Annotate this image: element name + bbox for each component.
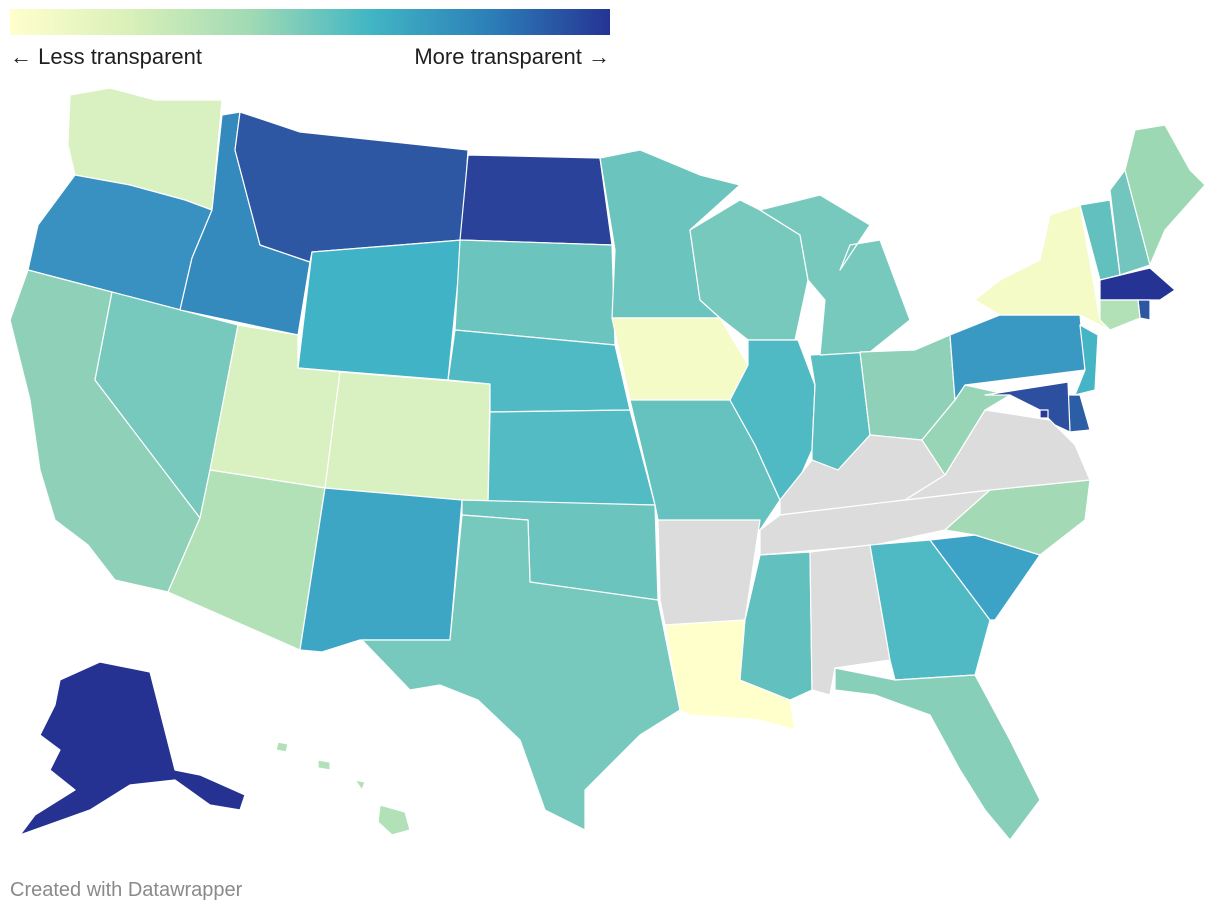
state-AR[interactable] <box>657 519 761 626</box>
state-DC[interactable] <box>1039 409 1049 419</box>
legend-gradient-bar <box>10 9 610 35</box>
state-ME[interactable] <box>1124 124 1206 266</box>
state-CO[interactable] <box>324 371 491 506</box>
state-DE[interactable] <box>1067 394 1091 433</box>
state-WI[interactable] <box>689 199 809 341</box>
state-MA[interactable] <box>1099 267 1176 301</box>
color-legend: ← Less transparent More transparent → <box>10 9 610 70</box>
state-CT[interactable] <box>1099 299 1141 331</box>
state-TX[interactable] <box>361 514 681 831</box>
state-NY[interactable] <box>974 204 1111 331</box>
state-ND[interactable] <box>459 154 613 246</box>
state-MT[interactable] <box>234 111 469 263</box>
state-NM[interactable] <box>299 487 463 653</box>
state-HI[interactable] <box>275 741 411 836</box>
state-KS[interactable] <box>487 409 656 506</box>
state-WY[interactable] <box>297 239 463 381</box>
state-IA[interactable] <box>611 317 749 401</box>
state-NJ[interactable] <box>1074 324 1099 396</box>
legend-label-less: ← Less transparent <box>10 44 202 69</box>
state-SC[interactable] <box>929 534 1041 621</box>
state-AZ[interactable] <box>167 469 326 651</box>
state-SD[interactable] <box>454 239 616 346</box>
state-MI[interactable] <box>759 194 911 356</box>
state-AK[interactable] <box>19 661 246 836</box>
state-MD[interactable] <box>984 381 1071 433</box>
credit-datawrapper: Created with Datawrapper <box>10 879 243 901</box>
legend-label-more: More transparent → <box>414 44 610 69</box>
us-choropleth-map <box>9 87 1206 841</box>
state-FL[interactable] <box>834 667 1041 841</box>
